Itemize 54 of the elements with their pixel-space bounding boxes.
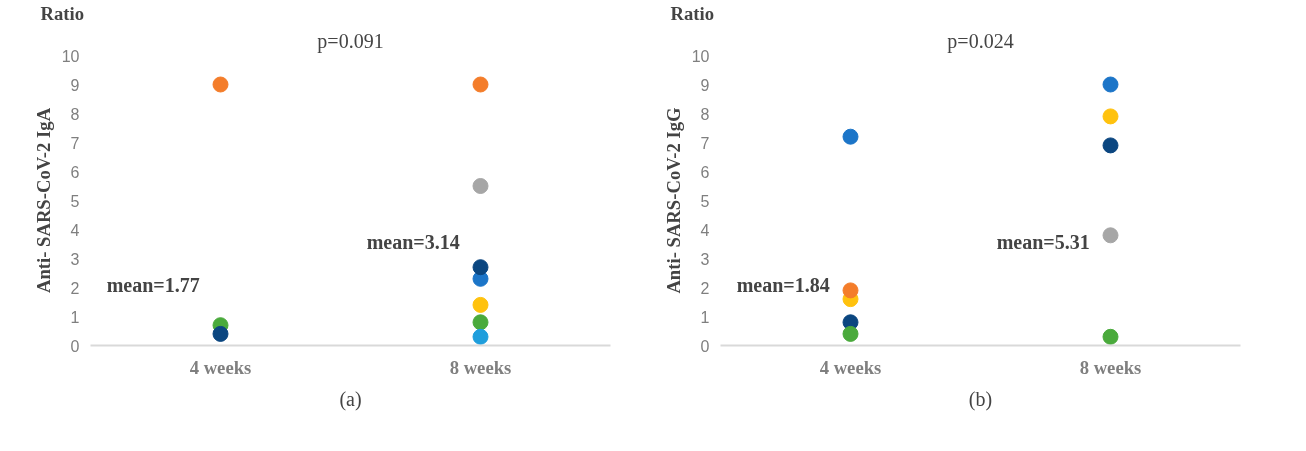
y-tick-label: 1 (70, 308, 80, 326)
text: Ratio (40, 2, 85, 24)
text: p=0.091 (317, 29, 384, 53)
annotation: mean=3.14 (366, 230, 460, 253)
point (212, 76, 229, 93)
y-tick-label: 8 (700, 105, 710, 123)
text: (b) (968, 387, 993, 411)
point (842, 282, 859, 299)
y-tick-label: 9 (700, 76, 710, 94)
y-tick-label: 6 (70, 163, 80, 181)
y-tick-label: 7 (70, 134, 80, 152)
y-axis-title: Anti- SARS-CoV-2 IgG (662, 107, 684, 294)
point (1102, 227, 1119, 244)
annotation: mean=5.31 (996, 230, 1090, 253)
text: p=0.024 (947, 29, 1014, 53)
point (842, 128, 859, 145)
y-tick-label: 8 (70, 105, 80, 123)
point (212, 325, 229, 342)
y-tick-label: 6 (700, 163, 710, 181)
point (1102, 137, 1119, 154)
text: (a) (339, 387, 362, 411)
point (1102, 108, 1119, 125)
point (472, 296, 489, 313)
y-tick-label: 4 (700, 221, 710, 239)
point (842, 325, 859, 342)
point (1102, 328, 1119, 345)
y-tick-label: 0 (70, 337, 80, 355)
text: Ratio (670, 2, 715, 24)
point (472, 328, 489, 345)
y-tick-label: 4 (70, 221, 80, 239)
y-tick-label: 5 (700, 192, 710, 210)
y-axis-title: Anti- SARS-CoV-2 IgA (32, 107, 54, 294)
y-tick-label: 5 (70, 192, 80, 210)
annotation: mean=1.84 (736, 274, 830, 297)
y-tick-label: 10 (61, 47, 80, 65)
point (472, 314, 489, 331)
x-tick-label: 4 weeks (819, 356, 882, 378)
y-tick-label: 1 (700, 308, 710, 326)
y-tick-label: 3 (70, 250, 80, 268)
y-tick-label: 7 (700, 134, 710, 152)
x-tick-label: 8 weeks (449, 356, 512, 378)
point (472, 178, 489, 194)
y-tick-label: 2 (70, 279, 80, 297)
point (472, 76, 489, 93)
y-tick-label: 3 (700, 250, 710, 268)
point (1102, 76, 1119, 93)
x-tick-label: 4 weeks (189, 356, 252, 378)
y-tick-label: 9 (70, 76, 80, 94)
y-tick-label: 2 (700, 279, 710, 297)
x-tick-label: 8 weeks (1079, 356, 1142, 378)
annotation: mean=1.77 (106, 274, 200, 297)
y-tick-label: 0 (700, 337, 710, 355)
point (472, 259, 489, 276)
y-tick-label: 10 (691, 47, 710, 65)
